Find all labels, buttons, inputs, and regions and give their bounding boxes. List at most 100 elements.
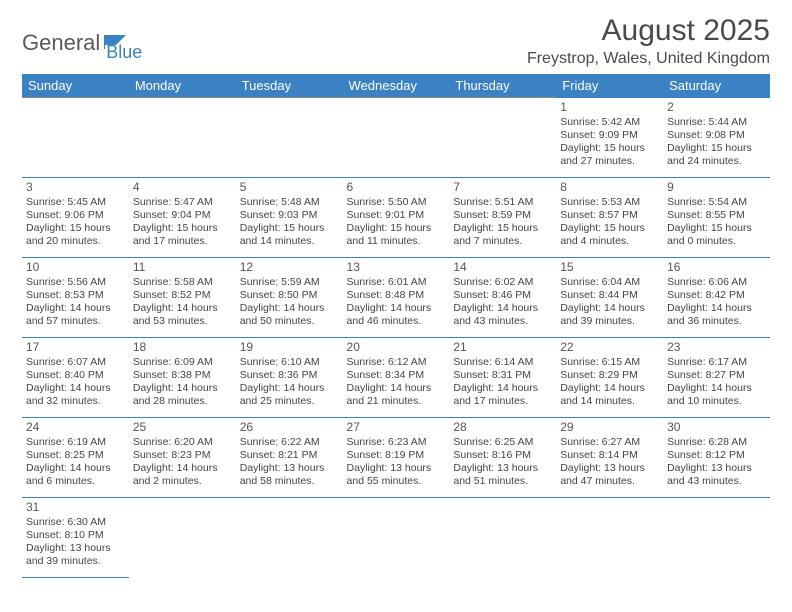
sunrise-line: Sunrise: 6:27 AM <box>560 436 659 449</box>
calendar-cell: 4Sunrise: 5:47 AMSunset: 9:04 PMDaylight… <box>129 178 236 258</box>
logo-text-gray: General <box>22 30 100 56</box>
daylight-line: Daylight: 14 hours and 32 minutes. <box>26 382 125 408</box>
daylight-line: Daylight: 14 hours and 43 minutes. <box>453 302 552 328</box>
sunrise-line: Sunrise: 5:54 AM <box>667 196 766 209</box>
calendar-cell: 31Sunrise: 6:30 AMSunset: 8:10 PMDayligh… <box>22 498 129 578</box>
sunset-line: Sunset: 8:42 PM <box>667 289 766 302</box>
calendar-cell: 14Sunrise: 6:02 AMSunset: 8:46 PMDayligh… <box>449 258 556 338</box>
day-number: 19 <box>240 340 339 355</box>
daylight-line: Daylight: 14 hours and 39 minutes. <box>560 302 659 328</box>
calendar-cell: 27Sunrise: 6:23 AMSunset: 8:19 PMDayligh… <box>343 418 450 498</box>
sunset-line: Sunset: 8:29 PM <box>560 369 659 382</box>
day-number: 22 <box>560 340 659 355</box>
calendar-row: 3Sunrise: 5:45 AMSunset: 9:06 PMDaylight… <box>22 178 770 258</box>
daylight-line: Daylight: 14 hours and 10 minutes. <box>667 382 766 408</box>
day-number: 10 <box>26 260 125 275</box>
sunset-line: Sunset: 8:57 PM <box>560 209 659 222</box>
calendar-cell: 18Sunrise: 6:09 AMSunset: 8:38 PMDayligh… <box>129 338 236 418</box>
sunset-line: Sunset: 9:04 PM <box>133 209 232 222</box>
day-number: 1 <box>560 100 659 115</box>
daylight-line: Daylight: 13 hours and 43 minutes. <box>667 462 766 488</box>
sunrise-line: Sunrise: 6:14 AM <box>453 356 552 369</box>
daylight-line: Daylight: 14 hours and 50 minutes. <box>240 302 339 328</box>
day-number: 26 <box>240 420 339 435</box>
sunset-line: Sunset: 8:38 PM <box>133 369 232 382</box>
calendar-cell: 22Sunrise: 6:15 AMSunset: 8:29 PMDayligh… <box>556 338 663 418</box>
daylight-line: Daylight: 15 hours and 24 minutes. <box>667 142 766 168</box>
sunset-line: Sunset: 9:09 PM <box>560 129 659 142</box>
daylight-line: Daylight: 14 hours and 46 minutes. <box>347 302 446 328</box>
calendar-cell: 12Sunrise: 5:59 AMSunset: 8:50 PMDayligh… <box>236 258 343 338</box>
daylight-line: Daylight: 14 hours and 25 minutes. <box>240 382 339 408</box>
sunrise-line: Sunrise: 6:30 AM <box>26 516 125 529</box>
day-number: 29 <box>560 420 659 435</box>
day-number: 31 <box>26 500 125 515</box>
daylight-line: Daylight: 14 hours and 14 minutes. <box>560 382 659 408</box>
sunrise-line: Sunrise: 6:22 AM <box>240 436 339 449</box>
sunset-line: Sunset: 8:44 PM <box>560 289 659 302</box>
daylight-line: Daylight: 15 hours and 27 minutes. <box>560 142 659 168</box>
sunset-line: Sunset: 9:01 PM <box>347 209 446 222</box>
daylight-line: Daylight: 14 hours and 21 minutes. <box>347 382 446 408</box>
sunrise-line: Sunrise: 5:50 AM <box>347 196 446 209</box>
sunset-line: Sunset: 8:52 PM <box>133 289 232 302</box>
daylight-line: Daylight: 13 hours and 58 minutes. <box>240 462 339 488</box>
day-number: 6 <box>347 180 446 195</box>
day-header: Thursday <box>449 74 556 98</box>
calendar-cell: 23Sunrise: 6:17 AMSunset: 8:27 PMDayligh… <box>663 338 770 418</box>
daylight-line: Daylight: 13 hours and 39 minutes. <box>26 542 125 568</box>
sunrise-line: Sunrise: 5:58 AM <box>133 276 232 289</box>
calendar-cell: 25Sunrise: 6:20 AMSunset: 8:23 PMDayligh… <box>129 418 236 498</box>
sunrise-line: Sunrise: 6:09 AM <box>133 356 232 369</box>
day-number: 11 <box>133 260 232 275</box>
sunrise-line: Sunrise: 6:10 AM <box>240 356 339 369</box>
day-header: Sunday <box>22 74 129 98</box>
calendar-cell: 28Sunrise: 6:25 AMSunset: 8:16 PMDayligh… <box>449 418 556 498</box>
sunset-line: Sunset: 8:10 PM <box>26 529 125 542</box>
day-number: 20 <box>347 340 446 355</box>
calendar-table: SundayMondayTuesdayWednesdayThursdayFrid… <box>22 74 770 578</box>
sunset-line: Sunset: 8:55 PM <box>667 209 766 222</box>
daylight-line: Daylight: 14 hours and 6 minutes. <box>26 462 125 488</box>
calendar-cell: 30Sunrise: 6:28 AMSunset: 8:12 PMDayligh… <box>663 418 770 498</box>
sunrise-line: Sunrise: 6:19 AM <box>26 436 125 449</box>
sunset-line: Sunset: 8:25 PM <box>26 449 125 462</box>
daylight-line: Daylight: 14 hours and 17 minutes. <box>453 382 552 408</box>
daylight-line: Daylight: 13 hours and 55 minutes. <box>347 462 446 488</box>
calendar-cell-empty <box>343 98 450 178</box>
calendar-cell: 20Sunrise: 6:12 AMSunset: 8:34 PMDayligh… <box>343 338 450 418</box>
calendar-body: 1Sunrise: 5:42 AMSunset: 9:09 PMDaylight… <box>22 98 770 578</box>
sunset-line: Sunset: 8:36 PM <box>240 369 339 382</box>
calendar-cell: 11Sunrise: 5:58 AMSunset: 8:52 PMDayligh… <box>129 258 236 338</box>
sunset-line: Sunset: 9:08 PM <box>667 129 766 142</box>
calendar-row: 10Sunrise: 5:56 AMSunset: 8:53 PMDayligh… <box>22 258 770 338</box>
sunrise-line: Sunrise: 5:56 AM <box>26 276 125 289</box>
sunset-line: Sunset: 8:31 PM <box>453 369 552 382</box>
calendar-cell-empty <box>449 98 556 178</box>
day-number: 23 <box>667 340 766 355</box>
sunset-line: Sunset: 8:19 PM <box>347 449 446 462</box>
sunset-line: Sunset: 8:53 PM <box>26 289 125 302</box>
calendar-cell-empty <box>343 498 450 578</box>
day-number: 3 <box>26 180 125 195</box>
calendar-cell: 3Sunrise: 5:45 AMSunset: 9:06 PMDaylight… <box>22 178 129 258</box>
calendar-row: 24Sunrise: 6:19 AMSunset: 8:25 PMDayligh… <box>22 418 770 498</box>
daylight-line: Daylight: 14 hours and 57 minutes. <box>26 302 125 328</box>
location: Freystrop, Wales, United Kingdom <box>527 50 770 68</box>
day-number: 9 <box>667 180 766 195</box>
sunrise-line: Sunrise: 5:42 AM <box>560 116 659 129</box>
daylight-line: Daylight: 14 hours and 2 minutes. <box>133 462 232 488</box>
calendar-cell: 17Sunrise: 6:07 AMSunset: 8:40 PMDayligh… <box>22 338 129 418</box>
sunrise-line: Sunrise: 6:23 AM <box>347 436 446 449</box>
daylight-line: Daylight: 15 hours and 17 minutes. <box>133 222 232 248</box>
calendar-cell-empty <box>663 498 770 578</box>
day-number: 13 <box>347 260 446 275</box>
calendar-row: 31Sunrise: 6:30 AMSunset: 8:10 PMDayligh… <box>22 498 770 578</box>
calendar-cell: 6Sunrise: 5:50 AMSunset: 9:01 PMDaylight… <box>343 178 450 258</box>
calendar-cell-empty <box>129 498 236 578</box>
header: General Blue August 2025 Freystrop, Wale… <box>22 14 770 68</box>
sunrise-line: Sunrise: 6:12 AM <box>347 356 446 369</box>
sunset-line: Sunset: 8:14 PM <box>560 449 659 462</box>
calendar-cell: 2Sunrise: 5:44 AMSunset: 9:08 PMDaylight… <box>663 98 770 178</box>
sunrise-line: Sunrise: 5:51 AM <box>453 196 552 209</box>
